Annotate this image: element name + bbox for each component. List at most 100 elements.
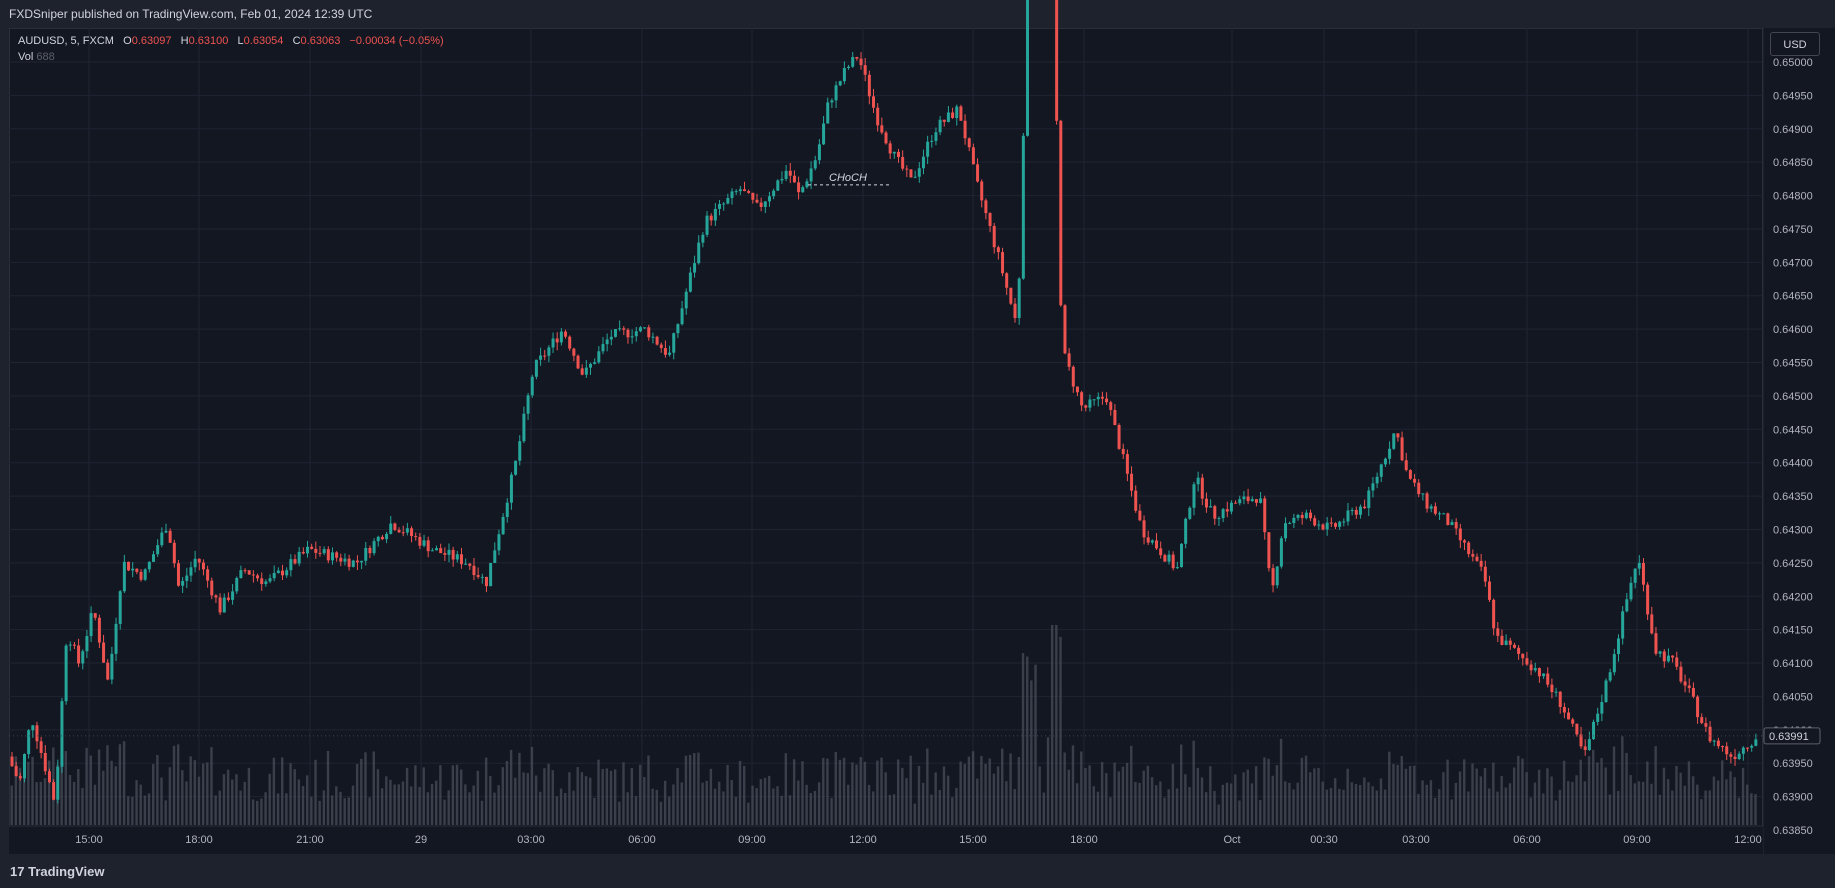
volume-bar xyxy=(684,755,688,825)
symbol-legend[interactable]: AUDUSD, 5, FXCM O0.63097 H0.63100 L0.630… xyxy=(18,35,444,47)
candle-body xyxy=(1267,532,1271,569)
volume-bar xyxy=(863,761,867,825)
last-price-box xyxy=(1763,727,1821,745)
volume-bar xyxy=(1209,766,1212,825)
volume-bar xyxy=(160,777,163,825)
volume-bar xyxy=(1737,797,1741,825)
candle-body xyxy=(1084,405,1088,408)
volume-bar xyxy=(597,759,600,825)
volume-bar xyxy=(1109,797,1112,825)
currency-button[interactable]: USD xyxy=(1770,32,1820,56)
volume-bar xyxy=(1113,762,1116,825)
candle-body xyxy=(1317,524,1321,526)
volume-bar xyxy=(792,759,796,825)
candle-body xyxy=(1400,437,1404,461)
price-tick-label: 0.64800 xyxy=(1773,191,1813,203)
volume-bar xyxy=(1125,762,1129,825)
candle-body xyxy=(339,557,343,562)
volume-bar xyxy=(335,786,338,825)
tradingview-logo-mark: 17 xyxy=(10,864,25,879)
volume-bar xyxy=(468,792,471,825)
candle-body xyxy=(938,119,942,133)
price-tick-label: 0.64100 xyxy=(1773,658,1813,670)
candle-body xyxy=(847,66,851,69)
candle-body xyxy=(1558,691,1562,708)
volume-bar xyxy=(351,785,355,825)
tradingview-logo[interactable]: 17 TradingView xyxy=(10,864,104,879)
volume-bar xyxy=(1562,760,1566,825)
volume-bar xyxy=(81,788,84,825)
high-value: 0.63100 xyxy=(188,35,229,47)
volume-bar xyxy=(1042,792,1046,825)
candle-body xyxy=(1109,402,1113,410)
volume-bar xyxy=(663,780,667,825)
footer-bar: 17 TradingView xyxy=(0,854,1835,888)
price-tick-label: 0.64300 xyxy=(1773,524,1813,536)
volume-bar xyxy=(564,793,567,825)
candle-body xyxy=(1021,135,1025,279)
volume-bar xyxy=(759,779,763,825)
candle-body xyxy=(1005,273,1009,288)
volume-bar xyxy=(801,761,804,825)
candle-body xyxy=(484,576,488,587)
volume-bar xyxy=(834,751,837,825)
candle-body xyxy=(497,534,501,551)
candle-body xyxy=(1134,490,1138,511)
volume-bar xyxy=(1279,738,1283,825)
price-tick-label: 0.64550 xyxy=(1773,358,1813,370)
volume-bar xyxy=(1587,756,1591,825)
volume-bar xyxy=(572,790,575,825)
volume-bar xyxy=(1275,765,1279,825)
volume-bar xyxy=(1446,759,1449,825)
volume-bar xyxy=(1150,777,1154,825)
candle-body xyxy=(264,581,268,585)
volume-bar xyxy=(355,764,359,825)
candle-body xyxy=(489,562,493,587)
candle-body xyxy=(921,156,925,169)
volume-bar xyxy=(372,751,375,825)
volume-bar xyxy=(1733,777,1736,825)
candle-body xyxy=(672,333,676,353)
candle-body xyxy=(1329,522,1333,524)
volume-bar xyxy=(1100,762,1104,825)
volume-bar xyxy=(847,784,850,825)
candle-body xyxy=(1408,470,1412,479)
candle-body xyxy=(676,324,680,334)
candle-body xyxy=(1583,746,1587,751)
volume-bar xyxy=(1138,782,1141,825)
candle-body xyxy=(414,536,418,538)
candle-body xyxy=(127,561,131,571)
candle-body xyxy=(896,151,900,158)
candle-body xyxy=(468,563,472,566)
volume-bar xyxy=(1379,778,1383,825)
candle-body xyxy=(551,338,555,348)
candle-body xyxy=(609,336,613,340)
volume-bar xyxy=(638,764,642,825)
volume-bar xyxy=(305,775,309,825)
candle-body xyxy=(1059,120,1063,306)
volume-bar xyxy=(31,756,34,825)
candle-body xyxy=(247,570,251,575)
chart-pane[interactable] xyxy=(9,28,1763,854)
candle-body xyxy=(1579,734,1583,747)
volume-bar xyxy=(693,752,696,825)
candle-body xyxy=(1304,512,1308,519)
volume-legend[interactable]: Vol 688 xyxy=(18,51,55,63)
candle-body xyxy=(372,541,376,554)
volume-bar xyxy=(72,781,76,825)
volume-bar xyxy=(1304,755,1308,825)
volume-bar xyxy=(1425,784,1428,825)
time-tick-label: Oct xyxy=(1223,834,1240,846)
price-tick-label: 0.64250 xyxy=(1773,558,1813,570)
candle-body xyxy=(376,536,380,542)
candle-body xyxy=(593,362,597,364)
candle-body xyxy=(1017,278,1021,319)
volume-bar xyxy=(1413,765,1416,825)
symbol-name[interactable]: AUDUSD, 5, FXCM xyxy=(18,35,114,47)
volume-bar xyxy=(1675,765,1678,825)
candle-body xyxy=(47,771,51,783)
volume-bar xyxy=(705,780,708,825)
volume-bar xyxy=(347,797,351,825)
volume-bar xyxy=(921,782,925,825)
